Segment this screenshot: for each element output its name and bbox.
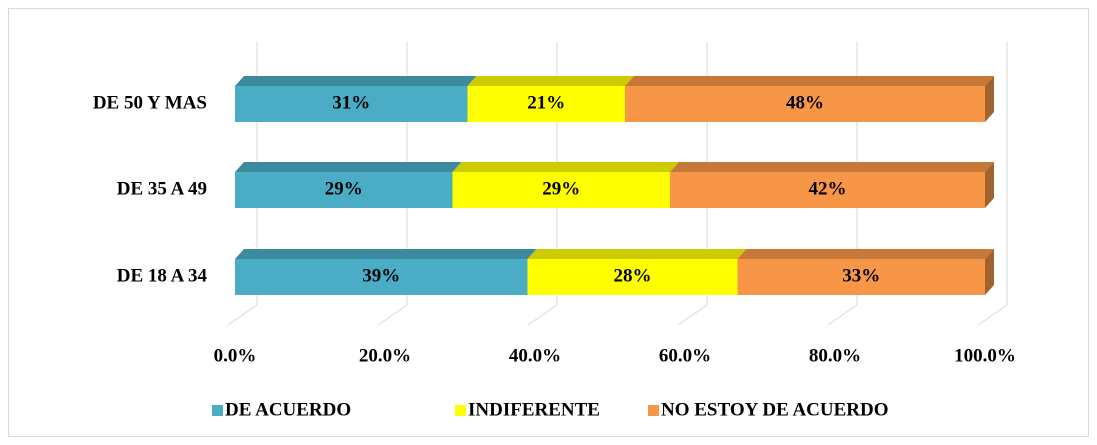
bar xyxy=(235,172,453,208)
legend-swatch xyxy=(455,405,466,416)
bar xyxy=(235,259,528,295)
data-label: 21% xyxy=(527,92,565,113)
legend-label: NO ESTOY DE ACUERDO xyxy=(661,399,889,420)
bar-top xyxy=(625,76,994,86)
bar xyxy=(625,86,985,122)
bar xyxy=(670,172,985,208)
bar xyxy=(467,86,625,122)
grid-line xyxy=(527,304,558,326)
data-label: 28% xyxy=(614,265,652,286)
grid-line xyxy=(977,304,1008,326)
bar-top xyxy=(452,162,679,172)
bar xyxy=(527,259,738,295)
grid-line xyxy=(377,304,408,326)
y-tick-label: DE 18 A 34 xyxy=(117,265,208,286)
data-label: 48% xyxy=(786,92,824,113)
legend-swatch xyxy=(212,405,223,416)
data-label: 39% xyxy=(362,265,400,286)
data-label: 31% xyxy=(332,92,370,113)
bar-top xyxy=(737,249,994,259)
legend-label: DE ACUERDO xyxy=(225,399,351,420)
y-tick-label: DE 50 Y MAS xyxy=(93,92,207,113)
grid-line xyxy=(677,304,708,326)
bar xyxy=(737,259,985,295)
bar-top xyxy=(670,162,994,172)
x-tick-label: 80.0% xyxy=(809,345,861,366)
bar-top xyxy=(527,249,747,259)
legend-swatch xyxy=(648,405,659,416)
data-label: 29% xyxy=(325,178,363,199)
bar xyxy=(235,86,468,122)
legend-label: INDIFERENTE xyxy=(468,399,600,420)
bar-side xyxy=(985,76,994,122)
x-tick-label: 60.0% xyxy=(659,345,711,366)
data-label: 33% xyxy=(842,265,880,286)
bar xyxy=(452,172,670,208)
x-tick-label: 100.0% xyxy=(954,345,1016,366)
y-tick-label: DE 35 A 49 xyxy=(117,178,207,199)
data-label: 42% xyxy=(809,178,847,199)
bar-top xyxy=(467,76,634,86)
data-label: 29% xyxy=(542,178,580,199)
grid-line xyxy=(227,304,258,326)
bar-top xyxy=(235,162,462,172)
x-tick-label: 40.0% xyxy=(509,345,561,366)
bar-side xyxy=(985,249,994,295)
bar-top xyxy=(235,249,537,259)
bar-side xyxy=(985,162,994,208)
grid-line xyxy=(827,304,858,326)
x-tick-label: 20.0% xyxy=(359,345,411,366)
chart-frame xyxy=(8,8,1089,437)
x-tick-label: 0.0% xyxy=(214,345,257,366)
bar-top xyxy=(235,76,477,86)
